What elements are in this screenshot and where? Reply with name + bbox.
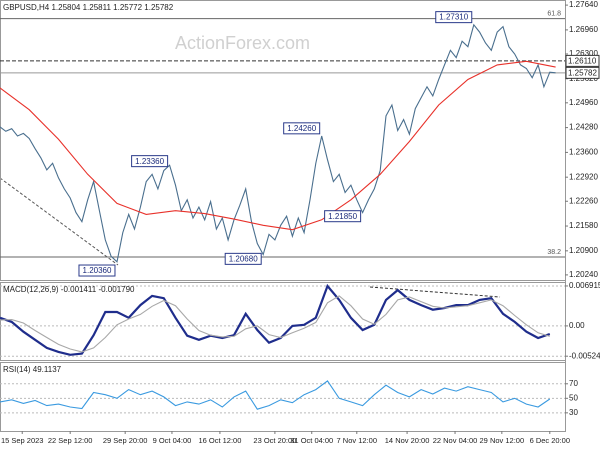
x-tick-label: 7 Nov 12:00 [337,436,377,445]
series-line [0,23,556,263]
series-line [0,295,550,353]
trend-line [0,177,119,266]
annotation-label: 1.20360 [83,266,112,275]
y-tick-label: 70 [569,379,578,388]
panel-title: RSI(14) 49.1137 [3,365,62,374]
y-tick-label: 1.21580 [569,221,598,230]
series-line [0,60,556,231]
x-tick-label: 16 Oct 12:00 [198,436,241,445]
y-tick-label: -0.005241 [569,351,600,360]
x-tick-label: 9 Oct 04:00 [153,436,192,445]
annotation-label: 1.24260 [287,124,316,133]
annotation-box [131,155,169,168]
macd-trend-line [369,286,501,298]
fib-level-label: 38.2 [547,249,561,256]
price-label: 1.25782 [568,68,597,77]
series-line [0,380,551,410]
y-tick-label: 1.27640 [569,0,598,9]
x-tick-label: 22 Nov 04:00 [433,436,478,445]
annotation-box [435,11,473,24]
annotation-box [283,122,321,135]
series-line [0,283,551,356]
annotation-label: 1.21850 [328,212,357,221]
x-tick-label: 15 Sep 2023 [1,436,44,445]
y-tick-label: 1.24960 [569,98,598,107]
y-tick-label: 0.00 [569,321,585,330]
y-tick-label: 1.26960 [569,25,598,34]
price-label-box [565,54,600,67]
y-tick-label: 1.24280 [569,123,598,132]
price-label: 1.26110 [568,56,597,65]
y-tick-label: 1.20240 [569,270,598,279]
x-tick-label: 14 Nov 20:00 [385,436,430,445]
y-tick-label: 1.22920 [569,172,598,181]
annotation-box [224,252,262,265]
annotation-label: 1.20680 [229,254,258,263]
y-tick-label: 1.22260 [569,196,598,205]
x-tick-label: 22 Sep 12:00 [48,436,93,445]
x-tick-label: 23 Oct 20:00 [253,436,296,445]
annotation-box [78,264,116,277]
x-tick-label: 6 Dec 20:00 [530,436,570,445]
y-tick-label: 0.006915 [569,281,600,290]
y-tick-label: 50 [569,393,578,402]
annotation-label: 1.23360 [135,157,164,166]
x-tick-label: 31 Oct 04:00 [290,436,333,445]
fib-level-label: 61.8 [547,10,561,17]
price-label-box [565,66,600,79]
panel-title: MACD(12,26,9) -0.001411 -0.001790 [3,285,135,294]
panel-title: GBPUSD,H4 1.25804 1.25811 1.25772 1.2578… [3,3,174,12]
y-tick-label: 1.23600 [569,148,598,157]
y-tick-label: 30 [569,408,578,417]
x-tick-label: 29 Sep 20:00 [103,436,148,445]
y-tick-label: 1.20900 [569,246,598,255]
y-tick-label: 1.26300 [569,49,598,58]
watermark: ActionForex.com [175,33,310,53]
annotation-label: 1.27310 [439,13,468,22]
annotation-box [324,210,362,223]
x-tick-label: 29 Nov 12:00 [480,436,525,445]
